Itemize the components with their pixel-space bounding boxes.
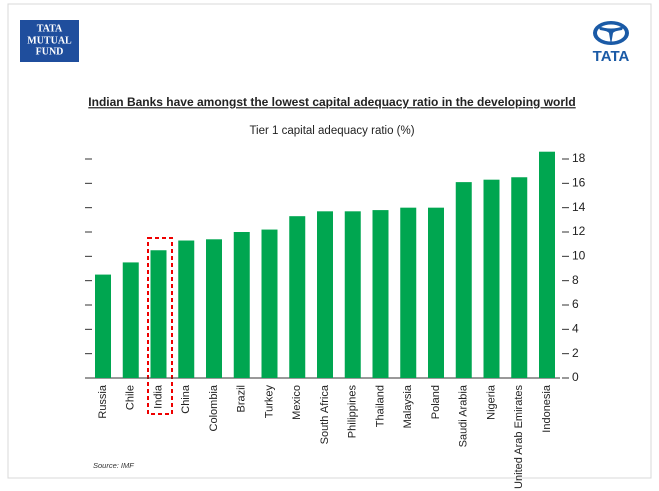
bar — [539, 151, 555, 378]
x-tick-label: Russia — [97, 384, 109, 419]
y-tick-label: 10 — [572, 249, 586, 263]
bar — [344, 211, 361, 378]
left-logo-text: TATA — [37, 23, 63, 34]
x-tick-label: Chile — [125, 385, 137, 410]
bar — [233, 232, 250, 378]
x-tick-label: Brazil — [236, 385, 248, 413]
bar — [372, 210, 389, 378]
x-tick-label: Malaysia — [402, 384, 414, 428]
y-tick-label: 18 — [572, 151, 586, 165]
bar — [317, 211, 333, 378]
slide-border — [7, 3, 652, 479]
bar — [511, 177, 528, 378]
x-tick-label: Philippines — [347, 385, 359, 439]
x-tick-label: Indonesia — [541, 384, 553, 433]
chart-subtitle: Tier 1 capital adequacy ratio (%) — [249, 125, 414, 137]
x-tick-label: Thailand — [374, 385, 386, 427]
y-tick-label: 12 — [572, 224, 586, 238]
y-tick-label: 4 — [572, 322, 579, 336]
x-tick-label: United Arab Emirates — [513, 385, 525, 489]
y-tick-label: 14 — [572, 200, 586, 214]
left-logo-text: MUTUAL — [27, 35, 72, 46]
x-tick-label: South Africa — [319, 384, 331, 444]
left-logo-text: FUND — [36, 46, 64, 57]
x-tick-label: Poland — [430, 385, 442, 419]
x-tick-label: Saudi Arabia — [458, 384, 470, 447]
bar — [95, 274, 111, 378]
x-tick-label: India — [152, 384, 164, 409]
bar — [122, 262, 139, 378]
chart-title: Indian Banks have amongst the lowest cap… — [88, 95, 575, 109]
bar — [428, 207, 444, 378]
x-tick-label: Turkey — [263, 385, 275, 419]
y-tick-label: 0 — [572, 370, 579, 384]
bar — [400, 207, 417, 378]
x-tick-label: China — [180, 384, 192, 414]
india-highlight — [147, 237, 173, 415]
right-logo-symbol — [593, 21, 629, 45]
right-logo-text: TATA — [593, 48, 630, 65]
bar — [455, 182, 472, 378]
y-tick-label: 2 — [572, 346, 579, 360]
x-tick-label: Colombia — [208, 384, 220, 431]
bar — [178, 240, 195, 378]
y-tick-label: 16 — [572, 176, 586, 190]
y-tick-label: 8 — [572, 273, 579, 287]
x-tick-label: Mexico — [291, 385, 303, 420]
bar — [483, 179, 500, 378]
bar — [150, 250, 167, 378]
left-logo-box — [20, 20, 79, 62]
bar — [206, 239, 222, 378]
bar — [261, 229, 278, 378]
bar — [289, 216, 306, 378]
y-tick-label: 6 — [572, 297, 579, 311]
x-tick-label: Nigeria — [485, 384, 497, 420]
source-note: Source: IMF — [93, 461, 134, 470]
